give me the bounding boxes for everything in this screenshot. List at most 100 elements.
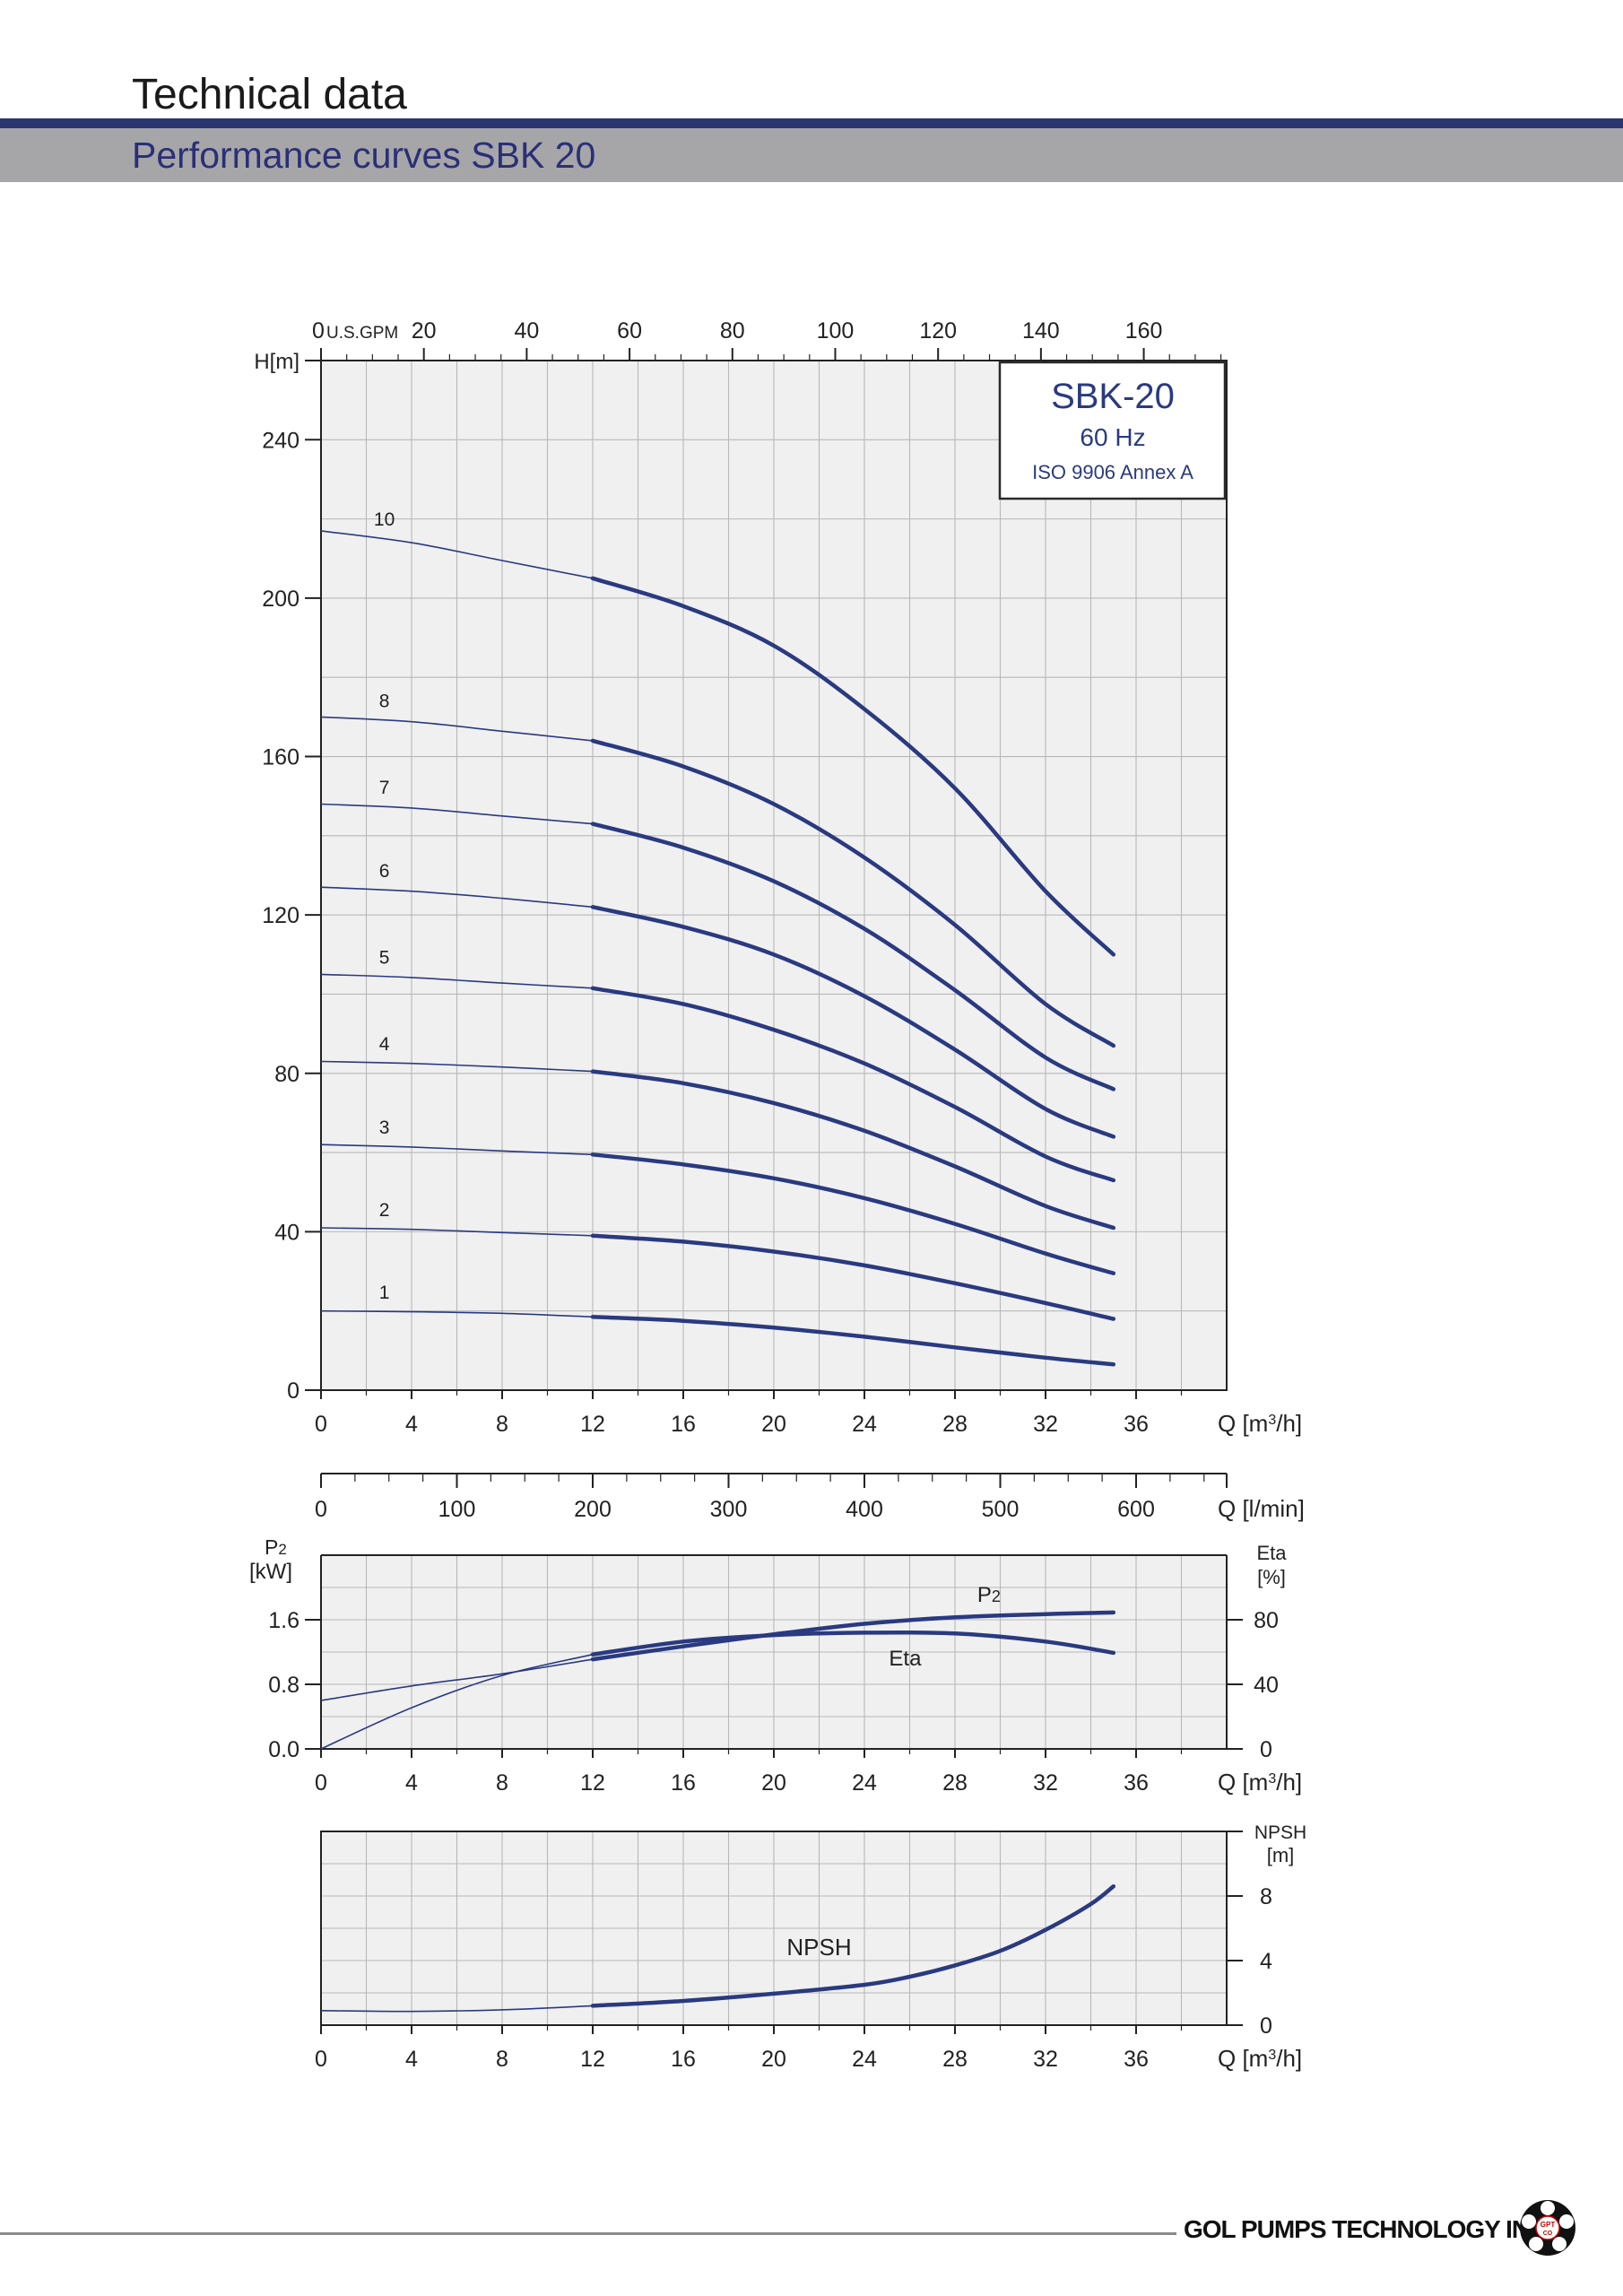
company-name: GOL PUMPS TECHNOLOGY INC <box>1184 2215 1547 2243</box>
y-tick-label: 80 <box>274 1062 299 1087</box>
x-axis-label: Q [m3/h] <box>1218 1410 1302 1437</box>
curve-stage-2-thin <box>320 1227 594 1237</box>
legend-model: SBK-20 <box>1051 377 1175 416</box>
curve-label-6: 6 <box>379 861 390 882</box>
curve-p2-thin <box>320 1658 594 1701</box>
y-tick-label: 160 <box>262 745 299 770</box>
curve-stage-6-thin <box>320 886 594 909</box>
x-axis-label: Q [m3/h] <box>1218 2045 1302 2072</box>
footer-rule <box>0 2232 1176 2235</box>
x-tick-label: 24 <box>852 2047 877 2072</box>
curve-label-4: 4 <box>379 1034 390 1055</box>
x-tick-label: 36 <box>1124 1412 1149 1437</box>
curve-label-eta: Eta <box>889 1647 922 1671</box>
header-rule <box>0 118 1623 128</box>
x-tick-label: 4 <box>405 1770 418 1796</box>
curve-label-1: 1 <box>379 1283 390 1303</box>
p2-axis-label: P2 <box>265 1535 287 1559</box>
curve-stage-6-bold <box>590 905 1116 1139</box>
x-tick-label: 8 <box>496 1412 508 1437</box>
y-tick-label-left: 0.8 <box>268 1673 299 1698</box>
curve-stage-10-thin <box>320 530 594 579</box>
svg-text:GPT: GPT <box>1541 2221 1556 2229</box>
lmin-tick-label: 100 <box>438 1497 476 1522</box>
page-title: Technical data <box>132 71 407 118</box>
x-tick-label: 36 <box>1124 2047 1149 2072</box>
x-tick-label: 12 <box>580 1770 605 1796</box>
curve-label-5: 5 <box>379 948 390 969</box>
x-tick-label: 0 <box>315 2047 327 2072</box>
curve-eta-bold <box>590 1630 1116 1657</box>
x-tick-label: 28 <box>942 1412 968 1437</box>
curve-npsh-bold <box>590 1883 1116 2008</box>
x-tick-label: 36 <box>1124 1770 1149 1796</box>
curve-stage-1-thin <box>320 1309 594 1318</box>
curve-stage-7-bold <box>590 822 1116 1091</box>
x-tick-label: 28 <box>942 1770 968 1796</box>
x-tick-label: 32 <box>1033 1770 1058 1796</box>
curve-eta-thin <box>320 1653 594 1750</box>
legend-box: SBK-20 60 Hz ISO 9906 Annex A <box>998 361 1227 500</box>
x-axis-label: Q [m3/h] <box>1218 1769 1302 1796</box>
y-tick-label: 200 <box>262 587 299 612</box>
y-tick-label-right: 0 <box>1260 2013 1272 2039</box>
subtitle-band <box>0 128 1623 182</box>
gpm-tick-label: 100 <box>817 318 855 344</box>
x-tick-label: 0 <box>315 1770 327 1796</box>
curve-stage-8-thin <box>320 716 594 742</box>
svg-text:CO: CO <box>1543 2231 1553 2237</box>
y-axis-label: H[m] <box>254 350 299 374</box>
y-tick-label-right: 40 <box>1254 1673 1279 1698</box>
x-tick-label: 16 <box>671 1770 696 1796</box>
curve-label-npsh: NPSH <box>786 1934 851 1961</box>
x-tick-label: 0 <box>315 1412 327 1437</box>
curve-label-p2: P2 <box>977 1583 1001 1607</box>
curve-stage-2-bold <box>590 1233 1116 1321</box>
x-tick-label: 8 <box>496 1770 508 1796</box>
y-tick-label: 0 <box>287 1378 299 1404</box>
x-tick-label: 24 <box>852 1770 877 1796</box>
curve-stage-7-thin <box>320 803 594 825</box>
legend-standard: ISO 9906 Annex A <box>1032 461 1193 483</box>
curve-label-7: 7 <box>379 778 390 798</box>
legend-frequency: 60 Hz <box>1080 423 1145 451</box>
gpm-tick-label: 40 <box>514 318 539 344</box>
lmin-tick-label: 500 <box>982 1497 1020 1522</box>
x-tick-label: 20 <box>761 1770 786 1796</box>
x-tick-label: 4 <box>405 1412 418 1437</box>
x-tick-label: 12 <box>580 2047 605 2072</box>
y-tick-label: 120 <box>262 903 299 928</box>
x-tick-label: 8 <box>496 2047 508 2072</box>
curve-label-3: 3 <box>379 1118 390 1138</box>
gpm-tick-label: 120 <box>919 318 957 344</box>
npsh-axis-label: NPSH <box>1254 1822 1306 1843</box>
lmin-tick-label: 200 <box>574 1497 612 1522</box>
curve-p2-bold <box>590 1610 1116 1662</box>
gpm-tick-label: 80 <box>720 318 745 344</box>
curve-stage-4-bold <box>590 1069 1116 1231</box>
npsh-axis-unit: [m] <box>1267 1844 1295 1866</box>
eta-axis-unit: [%] <box>1257 1566 1286 1588</box>
lmin-tick-label: 0 <box>315 1497 327 1522</box>
curve-stage-8-bold <box>590 738 1116 1048</box>
curve-label-2: 2 <box>379 1200 390 1221</box>
curve-stage-3-thin <box>320 1144 594 1156</box>
eta-axis-label: Eta <box>1256 1542 1287 1564</box>
x-tick-label: 24 <box>852 1412 877 1437</box>
x-tick-label: 32 <box>1033 2047 1058 2072</box>
curve-npsh-thin <box>320 2005 594 2013</box>
lmin-axis-label: Q [l/min] <box>1218 1495 1305 1522</box>
x-tick-label: 32 <box>1033 1412 1058 1437</box>
y-tick-label-left: 0.0 <box>268 1737 299 1762</box>
y-tick-label-right: 4 <box>1260 1949 1272 1974</box>
x-tick-label: 16 <box>671 2047 696 2072</box>
curve-stage-5-bold <box>590 986 1116 1183</box>
gpm-zero-label: 0 <box>312 318 325 344</box>
curve-label-10: 10 <box>374 509 395 530</box>
lmin-tick-label: 400 <box>846 1497 883 1522</box>
x-tick-label: 20 <box>761 2047 786 2072</box>
lmin-tick-label: 600 <box>1117 1497 1155 1522</box>
gpm-tick-label: 60 <box>617 318 642 344</box>
x-tick-label: 12 <box>580 1412 605 1437</box>
lmin-tick-label: 300 <box>710 1497 748 1522</box>
